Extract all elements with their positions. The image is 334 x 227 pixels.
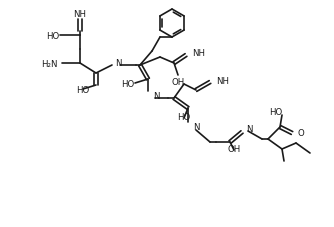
- Text: N: N: [193, 122, 199, 131]
- Text: HO: HO: [270, 107, 283, 116]
- Text: NH: NH: [73, 10, 87, 18]
- Text: O: O: [298, 129, 305, 138]
- Text: N: N: [153, 91, 160, 100]
- Text: HO: HO: [46, 31, 59, 40]
- Text: HO: HO: [121, 79, 134, 88]
- Text: NH: NH: [192, 48, 205, 57]
- Text: OH: OH: [171, 77, 185, 86]
- Text: NH: NH: [216, 76, 229, 85]
- Text: N: N: [246, 124, 253, 133]
- Text: N: N: [115, 58, 122, 67]
- Text: OH: OH: [227, 144, 240, 153]
- Text: HO: HO: [76, 85, 90, 94]
- Text: H₂N: H₂N: [41, 59, 58, 68]
- Text: HO: HO: [177, 112, 191, 121]
